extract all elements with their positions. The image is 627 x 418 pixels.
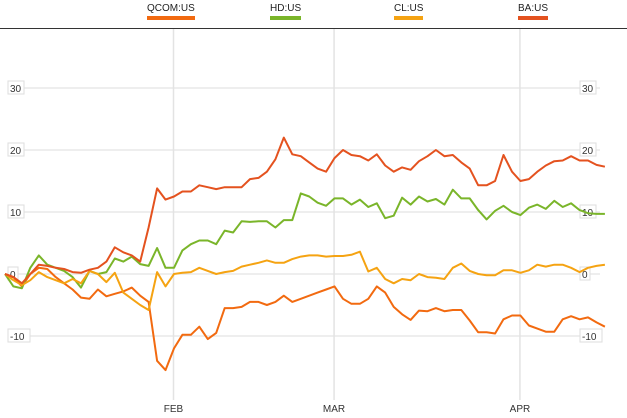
y-tick-box-left: [7, 204, 25, 219]
y-tick-box-left: [7, 142, 25, 157]
x-tick-label: FEB: [164, 404, 184, 415]
legend-label: CL:US: [394, 3, 424, 14]
y-tick-label-right: 30: [582, 84, 594, 95]
series-line-cl: [4, 250, 606, 311]
y-tick-box-right: [579, 328, 603, 343]
legend-item-cl[interactable]: CL:US: [394, 3, 424, 20]
legend-label: BA:US: [518, 3, 549, 14]
legend-swatch: [518, 16, 549, 20]
x-tick-label: APR: [510, 404, 531, 415]
y-tick-label-right: -10: [582, 332, 597, 343]
y-tick-label-right: 20: [582, 146, 594, 157]
legend-swatch: [394, 16, 424, 20]
legend-item-qcom[interactable]: QCOM:US: [147, 3, 195, 20]
y-tick-box-right: [579, 80, 597, 95]
y-tick-box-left: [7, 80, 25, 95]
y-tick-label-right: 0: [582, 270, 588, 281]
y-tick-box-right: [579, 266, 591, 281]
legend-label: QCOM:US: [147, 3, 195, 14]
y-tick-label-left: 20: [10, 146, 22, 157]
x-tick-label: MAR: [323, 404, 345, 415]
y-tick-box-right: [579, 142, 597, 157]
series-line-hd: [4, 188, 605, 290]
y-tick-label-left: 30: [10, 84, 22, 95]
series-line-ba: [4, 136, 606, 285]
y-tick-label-left: -10: [10, 332, 25, 343]
legend-swatch: [270, 16, 302, 20]
y-tick-label-left: 10: [10, 208, 22, 219]
legend-swatch: [147, 16, 195, 20]
legend-item-hd[interactable]: HD:US: [270, 3, 302, 20]
series-line-qcom: [4, 266, 606, 372]
y-tick-box-left: [7, 328, 31, 343]
y-tick-label-left: 0: [10, 270, 16, 281]
legend-item-ba[interactable]: BA:US: [518, 3, 549, 20]
y-tick-box-right: [579, 204, 597, 219]
legend-label: HD:US: [270, 3, 302, 14]
